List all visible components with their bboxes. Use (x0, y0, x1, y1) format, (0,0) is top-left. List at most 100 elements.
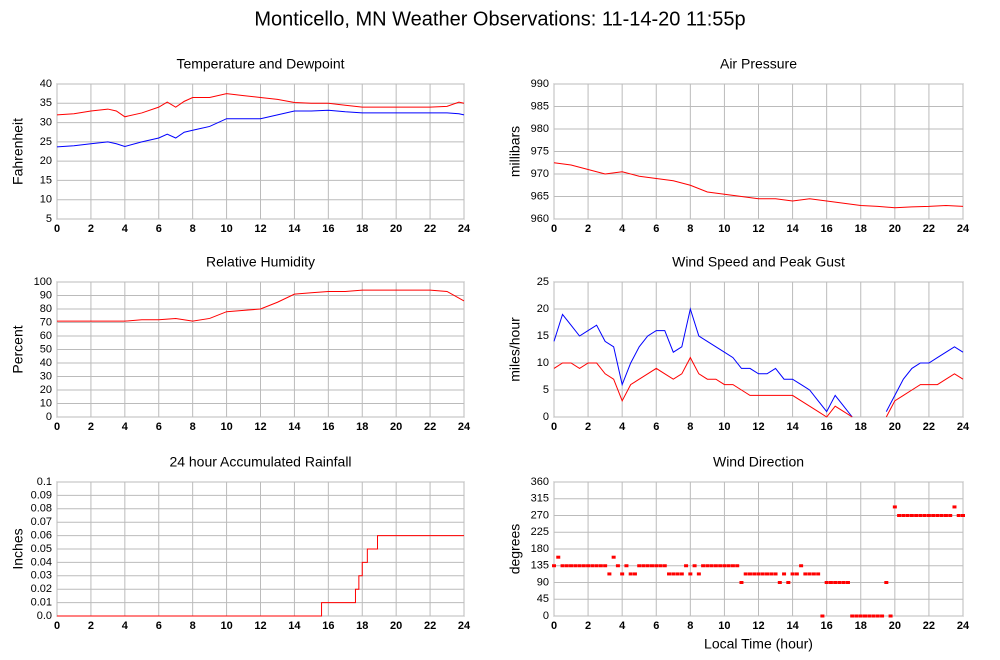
scatter-point (628, 572, 633, 576)
x-tick-label: 0 (551, 620, 557, 632)
series-line (553, 356, 964, 418)
scatter-point (871, 614, 876, 618)
y-tick-label: 30 (40, 370, 52, 382)
y-tick-label: 5 (46, 213, 52, 225)
scatter-point (811, 572, 816, 576)
x-tick-label: 4 (619, 620, 626, 632)
scatter-point (684, 564, 689, 568)
scatter-point (577, 564, 582, 568)
scatter-point (564, 564, 569, 568)
y-tick-label: 100 (34, 276, 52, 288)
x-tick-label: 14 (288, 620, 301, 632)
scatter-point (794, 572, 799, 576)
scatter-point (709, 564, 714, 568)
x-tick-label: 6 (653, 421, 659, 433)
scatter-point (922, 514, 927, 517)
scatter-point (918, 514, 923, 517)
x-tick-label: 8 (687, 223, 693, 235)
y-axis-label: Percent (10, 325, 26, 373)
scatter-point (722, 564, 727, 568)
y-tick-label: 40 (40, 357, 52, 369)
x-tick-label: 16 (322, 620, 334, 632)
x-tick-label: 18 (855, 620, 867, 632)
x-tick-label: 22 (424, 223, 436, 235)
scatter-point (743, 572, 748, 576)
scatter-point (556, 555, 561, 559)
x-tick-label: 24 (957, 421, 970, 433)
scatter-point (769, 572, 774, 576)
scatter-point (948, 514, 953, 517)
scatter-point (892, 505, 897, 509)
y-tick-label: 180 (531, 543, 549, 555)
scatter-point (841, 581, 846, 584)
y-tick-label: 35 (40, 97, 52, 109)
y-tick-label: 50 (40, 343, 52, 355)
scatter-point (799, 564, 804, 568)
scatter-point (632, 572, 637, 576)
scatter-point (926, 514, 931, 517)
page-title: Monticello, MN Weather Observations: 11-… (254, 8, 745, 30)
x-tick-label: 2 (88, 223, 94, 235)
scatter-point (705, 564, 710, 568)
y-tick-label: 985 (531, 100, 549, 112)
x-tick-label: 10 (718, 223, 730, 235)
scatter-point (845, 581, 850, 584)
y-tick-label: 5 (543, 384, 549, 396)
scatter-point (782, 572, 787, 576)
scatter-point (888, 614, 893, 618)
scatter-point (858, 614, 863, 618)
x-tick-label: 20 (390, 620, 402, 632)
y-tick-label: 0.06 (31, 530, 52, 542)
scatter-point (943, 514, 948, 517)
scatter-point (679, 572, 684, 576)
y-tick-label: 15 (537, 330, 549, 342)
x-tick-label: 16 (821, 223, 833, 235)
scatter-point (607, 572, 612, 576)
y-tick-label: 20 (537, 303, 549, 315)
y-tick-label: 90 (40, 289, 52, 301)
scatter-point (658, 564, 663, 568)
y-tick-label: 25 (40, 136, 52, 148)
scatter-point (765, 572, 770, 576)
scatter-point (956, 514, 961, 517)
scatter-point (667, 572, 672, 576)
series-line (553, 307, 964, 418)
x-tick-label: 24 (458, 421, 471, 433)
scatter-point (909, 514, 914, 517)
x-tick-label: 8 (190, 421, 196, 433)
x-tick-label: 18 (855, 421, 867, 433)
y-tick-label: 25 (537, 276, 549, 288)
series-line (57, 535, 464, 617)
x-tick-label: 12 (254, 620, 266, 632)
scatter-point (828, 581, 833, 584)
chart-title: Air Pressure (720, 56, 797, 72)
x-tick-label: 18 (855, 223, 867, 235)
x-tick-label: 14 (288, 421, 301, 433)
scatter-point (901, 514, 906, 517)
y-tick-label: 965 (531, 190, 549, 202)
x-tick-label: 6 (653, 223, 659, 235)
y-tick-label: 0.08 (31, 503, 52, 515)
y-tick-label: 360 (531, 476, 549, 488)
scatter-point (560, 564, 565, 568)
scatter-point (773, 572, 778, 576)
y-tick-label: 0.05 (31, 543, 52, 555)
x-tick-label: 16 (821, 421, 833, 433)
x-tick-label: 6 (653, 620, 659, 632)
y-tick-label: 0.01 (31, 597, 52, 609)
scatter-point (837, 581, 842, 584)
y-tick-label: 0.03 (31, 570, 52, 582)
scatter-point (756, 572, 761, 576)
chart-title: Temperature and Dewpoint (176, 56, 344, 72)
x-tick-label: 10 (220, 421, 232, 433)
scatter-point (820, 614, 825, 618)
scatter-point (641, 564, 646, 568)
y-tick-label: 135 (531, 560, 549, 572)
scatter-point (833, 581, 838, 584)
y-tick-label: 0.1 (37, 476, 52, 488)
scatter-point (790, 572, 795, 576)
x-tick-label: 6 (156, 223, 162, 235)
scatter-point (854, 614, 859, 618)
scatter-point (739, 581, 744, 584)
scatter-point (961, 514, 965, 517)
